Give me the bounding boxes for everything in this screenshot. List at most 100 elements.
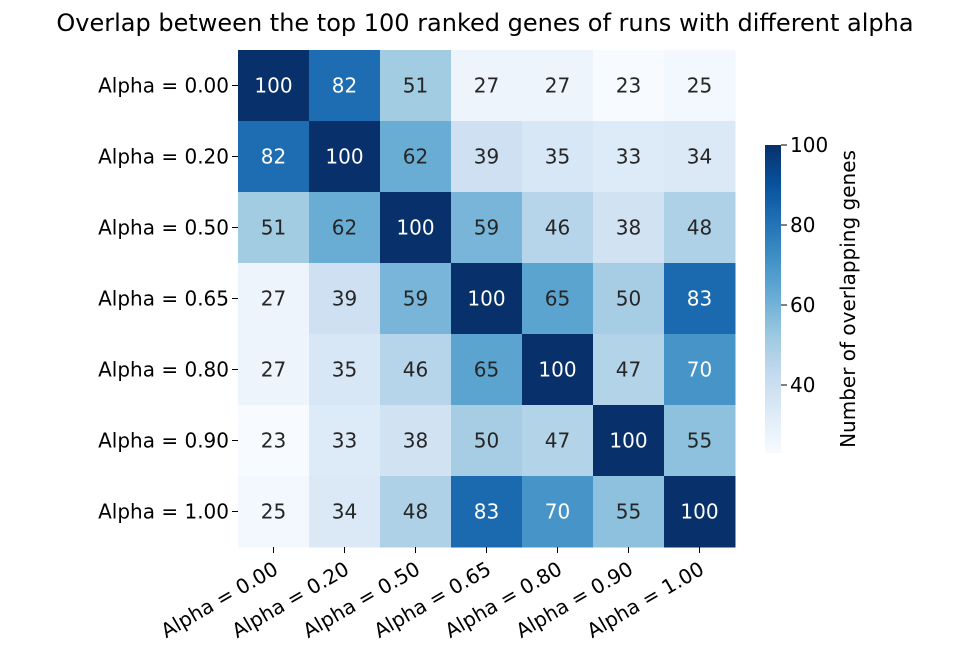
cell-value-label: 51 — [403, 74, 428, 98]
cell-value-label: 35 — [545, 145, 570, 169]
colorbar — [765, 145, 781, 453]
heatmap-cell — [309, 50, 381, 122]
colorbar-tick-label: 40 — [790, 373, 815, 397]
cell-value-label: 25 — [687, 74, 712, 98]
heatmap-cell — [451, 476, 523, 548]
cell-value-label: 70 — [545, 500, 570, 524]
cell-value-label: 100 — [609, 429, 647, 453]
cell-value-label: 83 — [687, 287, 712, 311]
cell-value-label: 83 — [474, 500, 499, 524]
heatmap-cell — [380, 121, 452, 193]
heatmap-cell — [451, 121, 523, 193]
cell-value-label: 25 — [261, 500, 286, 524]
heatmap-cell — [380, 476, 452, 548]
cell-value-label: 50 — [474, 429, 499, 453]
y-tick-label: Alpha = 0.90 — [98, 429, 229, 453]
cell-value-label: 82 — [332, 74, 357, 98]
heatmap-cell — [664, 121, 736, 193]
heatmap-cell — [380, 50, 452, 122]
cell-value-label: 38 — [403, 429, 428, 453]
cell-value-label: 82 — [261, 145, 286, 169]
cell-value-label: 46 — [545, 216, 570, 240]
heatmap-cell — [522, 334, 594, 406]
heatmap-cell — [593, 121, 665, 193]
colorbar-tick-label: 100 — [790, 133, 828, 157]
heatmap-cell — [238, 263, 310, 335]
cell-value-label: 100 — [538, 358, 576, 382]
cell-value-label: 50 — [616, 287, 641, 311]
heatmap-cell — [522, 476, 594, 548]
y-axis-ticks: Alpha = 0.00 Alpha = 0.20 Alpha = 0.50 Alph… — [98, 74, 238, 524]
heatmap-cell — [664, 334, 736, 406]
cell-value-label: 47 — [545, 429, 570, 453]
cell-value-label: 65 — [545, 287, 570, 311]
heatmap-cell — [664, 405, 736, 477]
heatmap-cell — [238, 50, 310, 122]
heatmap-cell — [593, 334, 665, 406]
cell-value-label: 100 — [325, 145, 363, 169]
heatmap-cell — [522, 192, 594, 264]
heatmap-cell — [238, 192, 310, 264]
heatmap-cell — [522, 263, 594, 335]
cell-value-label: 33 — [332, 429, 357, 453]
heatmap-cell — [380, 334, 452, 406]
colorbar-tick-label: 80 — [790, 213, 815, 237]
cell-value-label: 34 — [332, 500, 357, 524]
heatmap-cell — [451, 192, 523, 264]
heatmap-cell — [380, 405, 452, 477]
cell-value-label: 100 — [680, 500, 718, 524]
colorbar-tick-label: 60 — [790, 293, 815, 317]
y-tick-label: Alpha = 0.80 — [98, 358, 229, 382]
heatmap-cell — [593, 476, 665, 548]
cell-value-label: 27 — [261, 358, 286, 382]
heatmap-cell — [451, 50, 523, 122]
heatmap-cell — [309, 121, 381, 193]
cell-value-label: 46 — [403, 358, 428, 382]
cell-value-label: 47 — [616, 358, 641, 382]
cell-value-label: 38 — [616, 216, 641, 240]
cell-value-label: 70 — [687, 358, 712, 382]
cell-value-label: 62 — [403, 145, 428, 169]
heatmap-cell — [593, 263, 665, 335]
heatmap-cell — [593, 405, 665, 477]
heatmap-cell — [309, 476, 381, 548]
heatmap-cell — [309, 263, 381, 335]
heatmap-cell — [451, 263, 523, 335]
heatmap-cell — [238, 476, 310, 548]
heatmap-cell — [309, 334, 381, 406]
cell-value-label: 27 — [261, 287, 286, 311]
heatmap-cell — [238, 405, 310, 477]
heatmap-cells: 100 82 51 27 27 23 25 82 100 62 39 35 33 34 51 62 100 59 4… — [238, 50, 736, 548]
heatmap-cell — [593, 192, 665, 264]
y-tick-label: Alpha = 0.20 — [98, 145, 229, 169]
cell-value-label: 51 — [261, 216, 286, 240]
colorbar-label: Number of overlapping genes — [836, 150, 860, 448]
cell-value-label: 39 — [474, 145, 499, 169]
heatmap-cell — [522, 405, 594, 477]
chart-title: Overlap between the top 100 ranked genes… — [56, 9, 913, 37]
heatmap-cell — [380, 263, 452, 335]
heatmap-cell — [451, 334, 523, 406]
colorbar-gradient — [765, 145, 781, 453]
cell-value-label: 48 — [687, 216, 712, 240]
cell-value-label: 33 — [616, 145, 641, 169]
heatmap-cell — [451, 405, 523, 477]
heatmap-cell — [664, 50, 736, 122]
heatmap-cell — [593, 50, 665, 122]
colorbar-ticks: 40 60 80 100 — [781, 133, 828, 397]
cell-value-label: 65 — [474, 358, 499, 382]
heatmap-cell — [238, 334, 310, 406]
y-tick-label: Alpha = 0.50 — [98, 216, 229, 240]
y-tick-label: Alpha = 0.00 — [98, 74, 229, 98]
heatmap-cell — [664, 263, 736, 335]
heatmap-cell — [309, 192, 381, 264]
heatmap-cell — [522, 121, 594, 193]
cell-value-label: 39 — [332, 287, 357, 311]
heatmap-cell — [309, 405, 381, 477]
heatmap-cell — [238, 121, 310, 193]
cell-value-label: 35 — [332, 358, 357, 382]
cell-value-label: 62 — [332, 216, 357, 240]
heatmap-cell — [522, 50, 594, 122]
